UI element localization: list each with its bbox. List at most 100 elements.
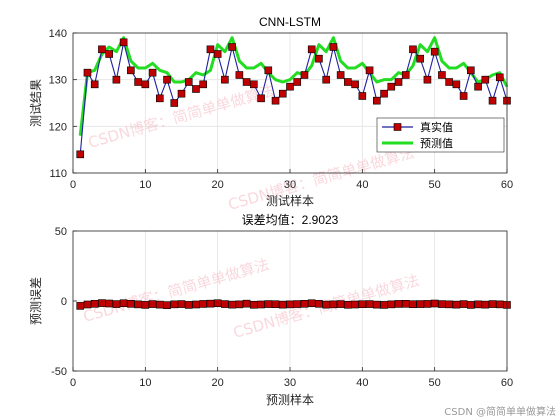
bottom-series-0-point xyxy=(416,300,425,308)
top-series-0-point xyxy=(127,66,135,75)
top-x-tick-label: 60 xyxy=(501,179,513,191)
top-series-0-point xyxy=(98,45,106,54)
top-series-0-point xyxy=(474,82,482,91)
top-series-0-point xyxy=(105,50,113,58)
bottom-series-0-point xyxy=(192,300,200,309)
credit-text: CSDN @简简单单做算法 xyxy=(444,407,556,418)
top-series-0-point xyxy=(467,66,475,75)
top-series-0-point xyxy=(322,75,330,84)
top-series-0-point xyxy=(286,82,294,91)
bottom-series xyxy=(76,299,511,310)
top-series-0-point xyxy=(495,73,504,82)
top-chart-title: CNN-LSTM xyxy=(259,15,321,29)
bottom-series-0-point xyxy=(293,300,302,308)
top-series-0-point xyxy=(423,75,432,84)
top-series-0-point xyxy=(242,78,251,86)
bottom-series-0-point xyxy=(365,300,374,308)
bottom-series-0-point xyxy=(163,301,171,310)
top-series-0-point xyxy=(206,45,215,54)
bottom-series-0-point xyxy=(495,300,504,309)
bottom-series-0-point xyxy=(127,299,135,308)
bottom-series-0-point xyxy=(286,300,294,309)
bottom-series-0-point xyxy=(336,300,345,308)
top-y-tick-label: 140 xyxy=(49,28,67,40)
bottom-series-0-point xyxy=(213,299,222,308)
top-x-tick-label: 0 xyxy=(70,179,76,191)
top-series-0-point xyxy=(409,45,417,54)
bottom-series-0-point xyxy=(112,300,121,308)
top-series-0-point xyxy=(293,78,302,86)
bottom-subplot: CSDN博客：简简单单做算法 CSDN博客：简简单单做算法 0 10 20 30 40 5… xyxy=(29,212,513,407)
top-series-0-point xyxy=(112,75,121,84)
top-y-tick-label: 120 xyxy=(49,121,67,133)
bottom-y-tick-label: 0 xyxy=(61,296,67,308)
bottom-series-0-point xyxy=(401,299,410,308)
top-series-0-point xyxy=(481,75,490,84)
bottom-series-0-point xyxy=(452,300,461,309)
top-x-tick-label: 20 xyxy=(212,179,224,191)
top-y-tick-label: 110 xyxy=(49,168,67,180)
top-series-0-point xyxy=(278,89,287,98)
legend-marker-actual xyxy=(393,123,402,131)
top-series-1-line xyxy=(78,36,509,136)
legend-label-actual: 真实值 xyxy=(420,120,453,134)
bottom-series-0-point xyxy=(98,299,106,307)
top-ticks: 0 10 20 30 40 50 60 110 120 130 140 xyxy=(49,28,513,191)
top-series-0-point xyxy=(372,96,381,105)
bottom-series-0-point xyxy=(315,299,323,308)
bottom-series-0-point xyxy=(264,300,273,308)
bottom-series-0-point xyxy=(257,300,265,309)
top-series-0-point xyxy=(430,47,439,56)
bottom-series-0-point xyxy=(481,300,490,309)
bottom-series-0-point xyxy=(278,300,287,309)
bottom-series-0-point xyxy=(445,300,453,309)
bottom-series-0-point xyxy=(134,300,142,309)
top-series-0-point xyxy=(156,94,164,103)
bottom-series-0-point xyxy=(409,300,417,309)
top-series-0-point xyxy=(416,54,425,63)
bottom-series-0-point xyxy=(184,301,193,309)
top-subplot: CSDN博客：简简单单做算法 CSDN博客：简简单单做算法 0 10 20 30 40 5… xyxy=(28,15,513,214)
top-series-0-point xyxy=(83,68,92,77)
bottom-series-0-point xyxy=(228,300,236,309)
top-series-0-point xyxy=(184,78,193,86)
top-series-0-point xyxy=(300,71,309,79)
top-series-0-point xyxy=(148,68,157,77)
bottom-series-0-point xyxy=(344,300,352,309)
top-series-0-point xyxy=(307,45,316,54)
legend-label-predicted: 预测值 xyxy=(420,137,453,150)
bottom-series-0-point xyxy=(242,299,251,308)
top-series-0-point xyxy=(380,89,388,98)
top-series-0-point xyxy=(459,92,468,100)
top-series-0-point xyxy=(351,80,359,89)
top-series-0-point xyxy=(365,66,374,75)
bottom-series-0-point xyxy=(206,299,215,308)
top-series-0-point xyxy=(213,50,222,58)
bottom-y-tick-label: -50 xyxy=(51,366,67,378)
top-series-0-point xyxy=(90,80,99,89)
bottom-series-0-point xyxy=(372,300,381,309)
top-series-0-point xyxy=(134,78,142,86)
bottom-x-tick-label: 0 xyxy=(70,377,76,389)
bottom-series-0-point xyxy=(380,301,388,309)
top-series-0-point xyxy=(235,71,244,79)
top-series-0-point xyxy=(257,94,265,103)
top-series-0-point xyxy=(358,92,367,100)
top-series-0-point xyxy=(192,85,200,93)
bottom-x-tick-label: 20 xyxy=(212,377,224,389)
bottom-y-axis-label: 预测误差 xyxy=(29,277,43,325)
bottom-series-0-point xyxy=(177,300,186,308)
top-x-tick-label: 40 xyxy=(356,179,368,191)
top-series-0-point xyxy=(329,43,338,51)
top-series-0-point xyxy=(438,71,446,79)
bottom-x-tick-label: 60 xyxy=(501,377,513,389)
bottom-series-0-point xyxy=(488,300,497,308)
top-series-0-point xyxy=(445,78,453,86)
top-series-0-point xyxy=(387,82,396,91)
bottom-series-0-point xyxy=(83,300,92,309)
bottom-series-0-point xyxy=(329,300,338,309)
bottom-x-tick-label: 30 xyxy=(284,377,296,389)
bottom-series-0-point xyxy=(141,301,150,309)
bottom-y-tick-label: 50 xyxy=(55,226,67,238)
top-series-0-point xyxy=(344,78,352,86)
